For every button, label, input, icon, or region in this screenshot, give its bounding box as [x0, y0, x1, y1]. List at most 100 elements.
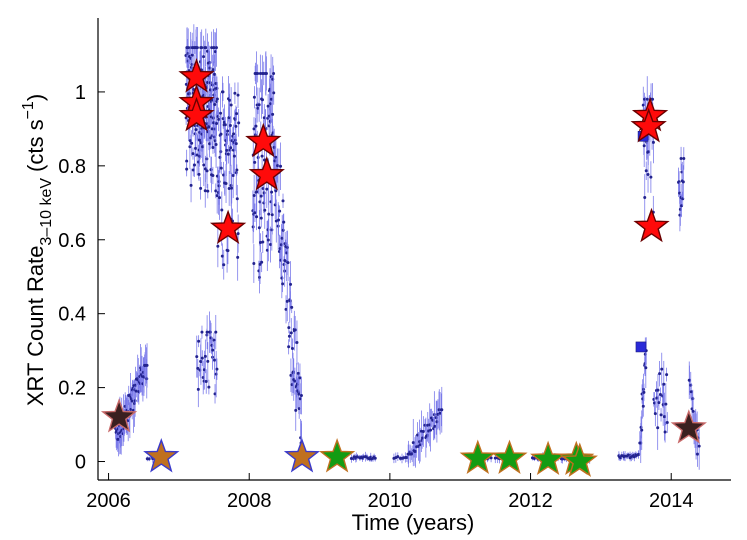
- data-point: [433, 424, 437, 428]
- data-point: [660, 367, 664, 371]
- data-point: [689, 390, 693, 394]
- data-point: [147, 457, 151, 461]
- data-point: [211, 348, 215, 352]
- data-point: [220, 254, 224, 258]
- data-point: [215, 122, 219, 126]
- data-point: [286, 261, 290, 265]
- star-marker: [459, 439, 496, 474]
- star-marker: [209, 209, 247, 245]
- data-point: [134, 389, 138, 393]
- data-point: [236, 93, 240, 97]
- data-point: [225, 148, 229, 152]
- data-point: [270, 190, 274, 194]
- data-point: [659, 413, 663, 417]
- data-point: [215, 367, 219, 371]
- data-point: [276, 164, 280, 168]
- data-point: [235, 197, 239, 201]
- data-point: [290, 346, 294, 350]
- data-point: [282, 220, 286, 224]
- data-point: [220, 208, 224, 212]
- data-point: [234, 142, 238, 146]
- data-point: [284, 307, 288, 311]
- data-point: [261, 240, 265, 244]
- data-point: [235, 112, 239, 116]
- data-point: [199, 186, 203, 190]
- y-axis-label-subscript: 3–10 keV: [38, 178, 55, 246]
- data-point: [252, 127, 256, 131]
- data-point: [129, 407, 133, 411]
- data-point: [232, 132, 236, 136]
- data-point: [185, 167, 189, 171]
- y-tick-label: 0.2: [58, 378, 86, 400]
- data-point: [214, 143, 218, 147]
- data-point: [658, 372, 662, 376]
- data-point: [264, 71, 268, 75]
- data-point: [696, 452, 700, 456]
- data-point: [209, 136, 213, 140]
- data-point: [226, 152, 230, 156]
- data-point: [281, 228, 285, 232]
- data-point: [199, 360, 203, 364]
- data-point: [260, 154, 264, 158]
- data-point: [194, 146, 198, 150]
- data-point: [206, 359, 210, 363]
- data-point: [645, 97, 649, 101]
- data-point: [255, 190, 259, 194]
- data-point: [258, 200, 262, 204]
- data-point: [217, 117, 221, 121]
- axes: 2006 2008 2010 2012 2014 0 0.2 0.4 0.6 0.8 1: [58, 18, 731, 512]
- data-point: [274, 219, 278, 223]
- data-point: [257, 226, 261, 230]
- data-point: [294, 408, 298, 412]
- data-point: [429, 416, 433, 420]
- data-point: [649, 175, 653, 179]
- data-point: [405, 456, 409, 460]
- data-point: [205, 169, 209, 173]
- data-point: [227, 186, 231, 190]
- data-point: [188, 139, 192, 143]
- data-point: [278, 209, 282, 213]
- data-point: [214, 330, 218, 334]
- data-point: [644, 169, 648, 173]
- data-point: [208, 330, 212, 334]
- data-point: [226, 129, 230, 133]
- data-point: [213, 103, 217, 107]
- data-point: [190, 141, 194, 145]
- data-point: [221, 90, 225, 94]
- data-point: [642, 390, 646, 394]
- data-point: [226, 249, 230, 253]
- data-point: [532, 457, 536, 461]
- data-point: [682, 156, 686, 160]
- data-point: [266, 104, 270, 108]
- data-point: [206, 189, 210, 193]
- data-point: [186, 46, 190, 50]
- data-point: [688, 378, 692, 382]
- y-axis-label: XRT Count Rate3–10 keV (cts s−1): [20, 94, 55, 406]
- data-point: [213, 358, 217, 362]
- data-point: [268, 243, 272, 247]
- data-point: [218, 196, 222, 200]
- data-point: [656, 426, 660, 430]
- y-tick-label: 1: [75, 82, 86, 104]
- data-point: [678, 213, 682, 217]
- data-point: [259, 241, 263, 245]
- data-point: [269, 97, 273, 101]
- data-point: [689, 383, 693, 387]
- data-point: [373, 456, 377, 460]
- y-axis-label-unit: (cts s: [23, 119, 48, 172]
- data-point: [256, 106, 260, 110]
- data-point: [260, 260, 264, 264]
- data-point: [644, 366, 648, 370]
- data-point: [663, 430, 667, 434]
- data-point: [560, 457, 564, 461]
- data-point: [200, 330, 204, 334]
- data-point: [256, 71, 260, 75]
- data-point: [204, 380, 208, 384]
- data-point: [258, 262, 262, 266]
- data-point: [293, 328, 297, 332]
- data-point: [279, 164, 283, 168]
- data-point: [195, 355, 199, 359]
- data-point: [229, 184, 233, 188]
- star-marker: [561, 442, 598, 477]
- data-point: [297, 392, 301, 396]
